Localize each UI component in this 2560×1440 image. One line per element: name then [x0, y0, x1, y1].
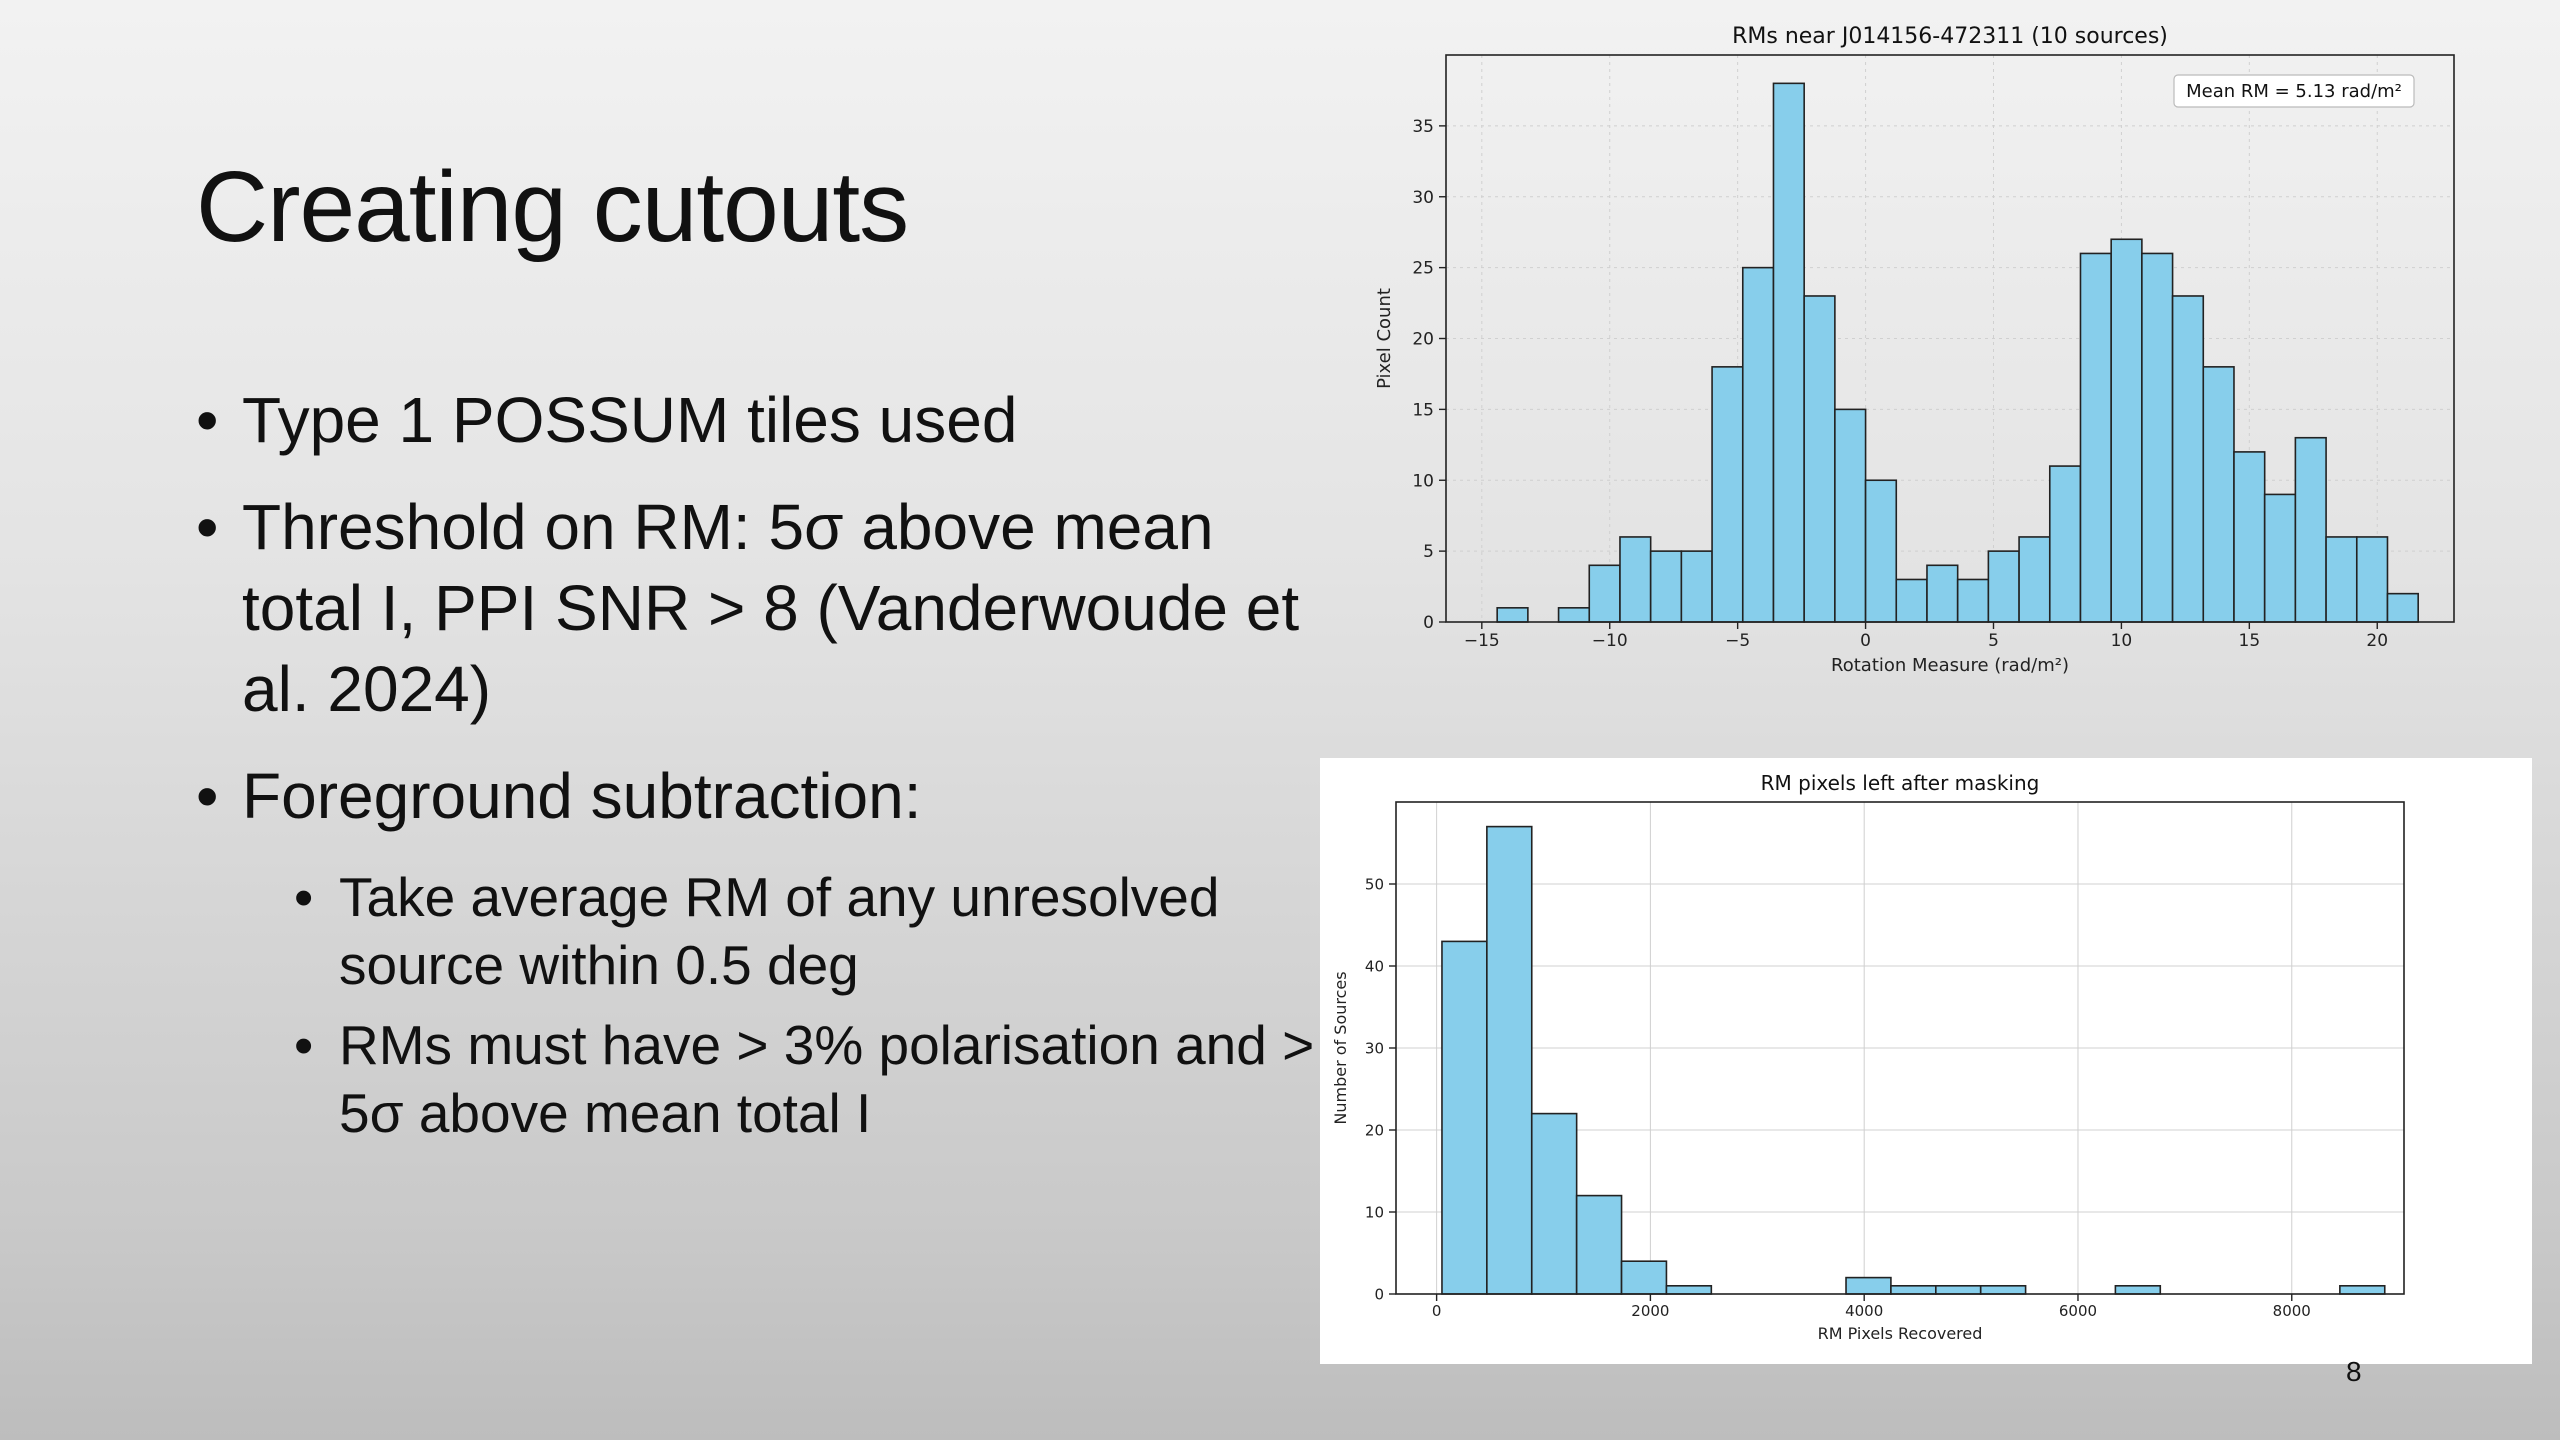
sub-bullet-list: Take average RM of any unresolved source… — [196, 863, 1316, 1147]
histogram-bar — [2018, 536, 2051, 623]
histogram-bar — [1665, 1284, 1713, 1295]
sub-bullet-polarisation: RMs must have > 3% polarisation and > 5σ… — [196, 1011, 1316, 1147]
histogram-bar — [1772, 82, 1805, 623]
slide-title: Creating cutouts — [196, 151, 909, 263]
histogram-bar — [2339, 1284, 2386, 1295]
histogram-bar — [2355, 536, 2389, 623]
rm-pixels-histogram-chart: 0 2000 4000 6000 8000 0 10 20 30 40 50 RM pixels le… — [1320, 758, 2532, 1364]
y-tick-label: 30 — [1412, 188, 1434, 208]
x-tick-label: 20 — [2366, 631, 2388, 651]
histogram-bar — [2263, 493, 2297, 623]
legend-box — [2173, 74, 2415, 108]
histogram-bar — [1864, 479, 1898, 623]
x-tick-label: 0 — [1860, 631, 1871, 651]
histogram-bar — [1680, 550, 1713, 623]
histogram-bar — [2386, 592, 2419, 623]
bullet-tiles: Type 1 POSSUM tiles used — [196, 380, 1316, 461]
histogram-bar — [1530, 1112, 1578, 1295]
x-tick-label: −5 — [1725, 631, 1750, 651]
histogram-bar — [2114, 1284, 2162, 1295]
x-tick-label: 6000 — [2059, 1302, 2097, 1320]
x-axis-label: Rotation Measure (rad/m²) — [1831, 655, 2069, 676]
y-tick-label: 5 — [1423, 542, 1434, 562]
histogram-bar — [1619, 536, 1652, 623]
chart-title: RM pixels left after masking — [1761, 771, 2040, 795]
bullet-foreground: Foreground subtraction: — [196, 756, 1316, 837]
histogram-bar — [1956, 578, 1990, 623]
histogram-bar — [2048, 465, 2082, 623]
histogram-bar — [1711, 366, 1744, 623]
histogram-bar — [1803, 295, 1836, 623]
histogram-bar — [1496, 607, 1529, 623]
histogram-bar — [1834, 408, 1867, 623]
rm-histogram-chart: −15 −10 −5 0 5 10 15 20 0 5 10 15 20 25 30 35 RMs near J… — [1370, 15, 2470, 695]
y-tick-label: 0 — [1423, 613, 1434, 633]
x-tick-label: −15 — [1464, 631, 1500, 651]
histogram-bar — [1557, 607, 1591, 623]
histogram-bar — [1935, 1284, 1982, 1295]
histogram-bar — [2202, 366, 2235, 623]
histogram-bar — [2233, 451, 2266, 623]
y-tick-label: 20 — [1365, 1121, 1384, 1139]
y-tick-label: 30 — [1365, 1039, 1384, 1057]
histogram-bar — [2141, 252, 2174, 623]
x-tick-label: 5 — [1988, 631, 1999, 651]
y-tick-label: 40 — [1365, 957, 1384, 975]
y-tick-label: 20 — [1412, 330, 1434, 350]
histogram-bar — [2171, 295, 2205, 623]
legend-text: Mean RM = 5.13 rad/m² — [2186, 81, 2402, 102]
histogram-bar — [1890, 1284, 1937, 1295]
y-tick-label: 10 — [1365, 1203, 1384, 1221]
page-number: 8 — [2346, 1356, 2362, 1387]
histogram-bar — [1486, 825, 1533, 1295]
histogram-bar — [1987, 550, 2020, 623]
histogram-bar — [1620, 1260, 1668, 1295]
y-axis-label: Number of Sources — [1331, 971, 1350, 1124]
histogram-bar — [1979, 1284, 2027, 1295]
chart-title: RMs near J014156-472311 (10 sources) — [1732, 24, 2168, 49]
x-tick-label: 4000 — [1845, 1302, 1883, 1320]
x-tick-label: −10 — [1592, 631, 1628, 651]
x-tick-label: 2000 — [1631, 1302, 1669, 1320]
histogram-bar — [1845, 1276, 1892, 1295]
histogram-bar — [1649, 550, 1683, 623]
x-tick-label: 10 — [2111, 631, 2133, 651]
y-tick-label: 0 — [1374, 1285, 1384, 1303]
histogram-bar — [1588, 564, 1621, 623]
sub-bullet-average-rm: Take average RM of any unresolved source… — [196, 863, 1316, 999]
histogram-bar — [2294, 436, 2327, 623]
histogram-bar — [1441, 940, 1488, 1295]
bullet-threshold: Threshold on RM: 5σ above mean total I, … — [196, 487, 1316, 730]
histogram-bar — [1926, 564, 1959, 623]
x-axis-label: RM Pixels Recovered — [1818, 1324, 1983, 1343]
x-tick-label: 15 — [2239, 631, 2261, 651]
x-tick-label: 8000 — [2273, 1302, 2311, 1320]
rm-pixels-histogram-svg: 0 2000 4000 6000 8000 0 10 20 30 40 50 RM pixels le… — [1331, 771, 2405, 1343]
histogram-bar — [1895, 578, 1928, 623]
y-tick-label: 15 — [1412, 400, 1434, 420]
histogram-bar — [2110, 238, 2143, 623]
y-axis-label: Pixel Count — [1374, 288, 1395, 389]
histogram-bar — [2325, 536, 2358, 623]
y-tick-label: 35 — [1412, 117, 1434, 137]
y-tick-label: 50 — [1365, 875, 1384, 893]
histogram-bar — [1575, 1194, 1623, 1295]
y-tick-label: 10 — [1412, 471, 1434, 491]
y-tick-label: 25 — [1412, 259, 1434, 279]
histogram-bar — [1741, 266, 1775, 623]
histogram-bar — [2079, 252, 2112, 623]
x-tick-label: 0 — [1432, 1302, 1442, 1320]
bullet-list: Type 1 POSSUM tiles used Threshold on RM… — [196, 380, 1316, 1159]
rm-histogram-svg: −15 −10 −5 0 5 10 15 20 0 5 10 15 20 25 30 35 RMs near J… — [1374, 24, 2455, 676]
